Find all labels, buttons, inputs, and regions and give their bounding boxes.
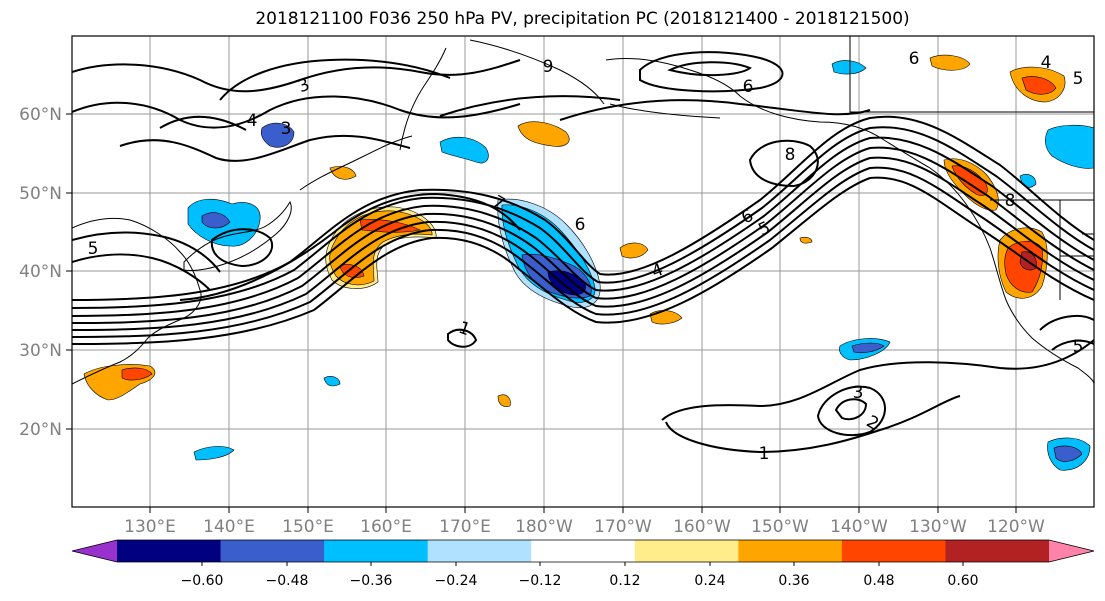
contour-label: 4 [247,111,258,131]
contour-label: 5 [1073,337,1084,357]
pos-anomaly-philippine-sea-core [121,367,153,381]
neg-anomaly-kamchatka [439,136,489,164]
colorbar-tick-label: −0.24 [435,573,478,589]
lon-label: 120°W [987,517,1045,537]
pos-anomaly-alaska [929,54,971,71]
pv-contours [72,51,1094,454]
colorbar-tick-label: −0.48 [266,573,309,589]
colorbar-segment [220,540,325,562]
coast-asia [72,217,202,385]
figure-title: 2018121100 F036 250 hPa PV, precipitatio… [255,9,910,29]
lon-label: 160°E [360,517,412,537]
colorbar-tick-label: 0.48 [863,573,894,589]
lat-label: 20°N [19,420,62,440]
contour-label: 6 [575,215,586,235]
colorbar-tick-label: −0.60 [181,573,224,589]
lon-label: 130°E [124,517,176,537]
colorbar-tick-label: 0.24 [694,573,725,589]
map-panel: 130°E 140°E 150°E 160°E 170°E 180°W 170°… [19,35,1095,537]
colorbar-segment [634,540,739,562]
coast-japan [183,200,292,271]
lat-label: 30°N [19,341,62,361]
colorbar-tick-label: 0.36 [778,573,809,589]
colorbar-segment [531,540,636,562]
lon-label: 160°W [673,517,731,537]
colorbar-outline [71,539,1095,563]
border-us-canada [849,36,1094,113]
lat-label: 50°N [19,184,62,204]
colorbar-tick-label: 0.60 [947,573,978,589]
lon-label: 130°W [909,517,967,537]
lat-label: 40°N [19,262,62,282]
tick-marks [66,113,1017,513]
pos-anomaly-midpac1 [619,242,649,259]
coast-aleutians [609,103,721,119]
contour-label: 9 [543,57,554,77]
contour-label: 6 [909,49,920,69]
lon-label: 150°W [751,517,809,537]
lon-label: 170°W [594,517,652,537]
colorbar-segment [738,540,843,562]
neg-anomaly-hawaii-n-core [851,342,885,354]
neg-anomaly-okhotsk [260,122,295,148]
neg-anomaly-canada [1045,124,1094,169]
border-states [1059,200,1094,300]
lon-label: 140°E [203,517,255,537]
colorbar-segment [117,540,222,562]
colorbar-extend-min [72,540,117,562]
contour-label: 6 [743,77,754,97]
colorbar-tick-label: 0.12 [609,573,640,589]
colorbar-segment [945,540,1050,562]
pos-anomaly-s3 [497,394,511,407]
lon-label: 180°W [515,517,573,537]
coast-chukotka [469,39,605,105]
neg-anomaly-s1 [193,446,235,461]
colorbar-tick-label: −0.36 [350,573,393,589]
neg-anomaly-s2 [323,376,341,387]
contour-label: 5 [1073,69,1084,89]
contour-label: 3 [281,119,292,139]
coast-kuriles [299,135,413,191]
pos-anomaly-bering [517,121,570,147]
colorbar-extend-max [1049,540,1094,562]
neg-anomaly-se-corner-core [1053,445,1083,462]
colorbar-segment [427,540,532,562]
pos-anomaly-midpac2 [649,310,683,325]
lat-label: 60°N [19,105,62,125]
lon-label: 140°W [830,517,888,537]
pos-anomaly-yukon-core [1021,76,1057,95]
contour-label: 1 [759,444,770,464]
colorbar-segment [841,540,946,562]
contour-label: 4 [1041,53,1052,73]
lon-label: 150°E [282,517,334,537]
pos-anomaly-s5 [799,236,813,244]
coast-alaska [605,58,1094,385]
contour-label: 3 [853,383,864,403]
colorbar-segment [324,540,429,562]
contour-label: 5 [88,239,99,259]
lon-label: 170°E [439,517,491,537]
neg-anomaly-gulf-ak [831,60,867,75]
coast-kamchatka [399,47,447,151]
contour-label: 8 [785,145,796,165]
coastlines [72,36,1094,385]
contour-label: 8 [1005,191,1016,211]
colorbar-tick-label: −0.12 [519,573,562,589]
neg-anomaly-japan-core [201,212,231,229]
